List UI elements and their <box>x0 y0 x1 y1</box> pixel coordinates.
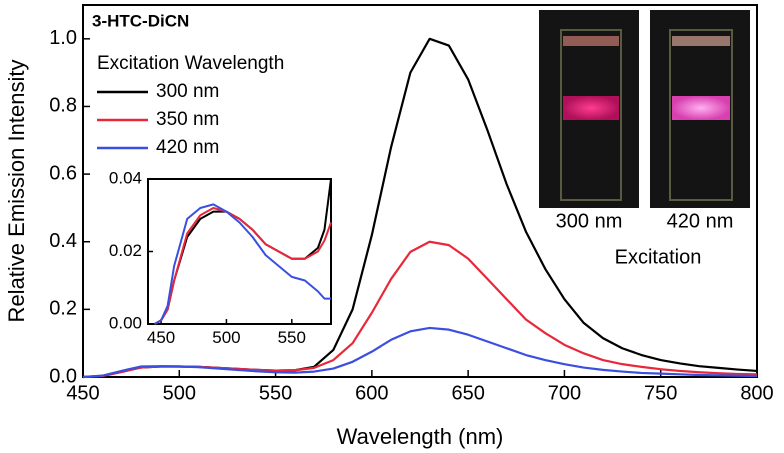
y-tick-label: 1.0 <box>49 27 77 49</box>
meniscus <box>672 36 730 46</box>
photo-caption: Excitation <box>615 246 702 268</box>
photo-label: 300 nm <box>556 210 623 232</box>
x-axis-label: Wavelength (nm) <box>337 424 504 449</box>
y-tick-label: 0.4 <box>49 230 77 252</box>
x-tick-label: 500 <box>163 382 196 404</box>
series-line <box>82 326 758 379</box>
inset-chart: 450 500 550 0.00 0.02 0.04 <box>109 168 332 347</box>
legend-label: 300 nm <box>156 81 219 102</box>
legend-label: 350 nm <box>156 109 219 130</box>
x-tick-label: 450 <box>147 328 175 347</box>
y-tick-label: 0.00 <box>109 313 142 332</box>
y-tick-label: 0.6 <box>49 162 77 184</box>
x-tick-label: 600 <box>355 382 388 404</box>
series-line <box>154 207 332 325</box>
series-line <box>154 203 331 325</box>
x-tick-label: 500 <box>212 328 240 347</box>
x-tick-label: 750 <box>644 382 677 404</box>
cuvette <box>560 29 622 201</box>
emission-glow <box>563 96 619 120</box>
y-tick-label: 0.04 <box>109 168 142 187</box>
y-tick-label: 0.2 <box>49 298 77 320</box>
x-tick-label: 450 <box>66 382 99 404</box>
photo <box>539 10 750 208</box>
emission-glow <box>672 96 730 120</box>
y-axis-label: Relative Emission Intensity <box>4 60 29 323</box>
cuvette <box>669 29 733 201</box>
photo-label: 420 nm <box>667 210 734 232</box>
plot-frame <box>147 178 332 325</box>
x-tick-label: 650 <box>451 382 484 404</box>
x-tick-label: 800 <box>740 382 773 404</box>
legend-label: 420 nm <box>156 137 219 158</box>
y-tick-label: 0.02 <box>109 241 142 260</box>
x-tick-label: 550 <box>278 328 306 347</box>
meniscus <box>563 36 619 46</box>
y-tick-label: 0.0 <box>49 365 77 387</box>
x-tick-label: 700 <box>548 382 581 404</box>
y-tick-label: 0.8 <box>49 95 77 117</box>
legend-title: Excitation Wavelength <box>97 53 284 74</box>
x-tick-label: 550 <box>259 382 292 404</box>
compound-label: 3-HTC-DiCN <box>92 11 189 30</box>
